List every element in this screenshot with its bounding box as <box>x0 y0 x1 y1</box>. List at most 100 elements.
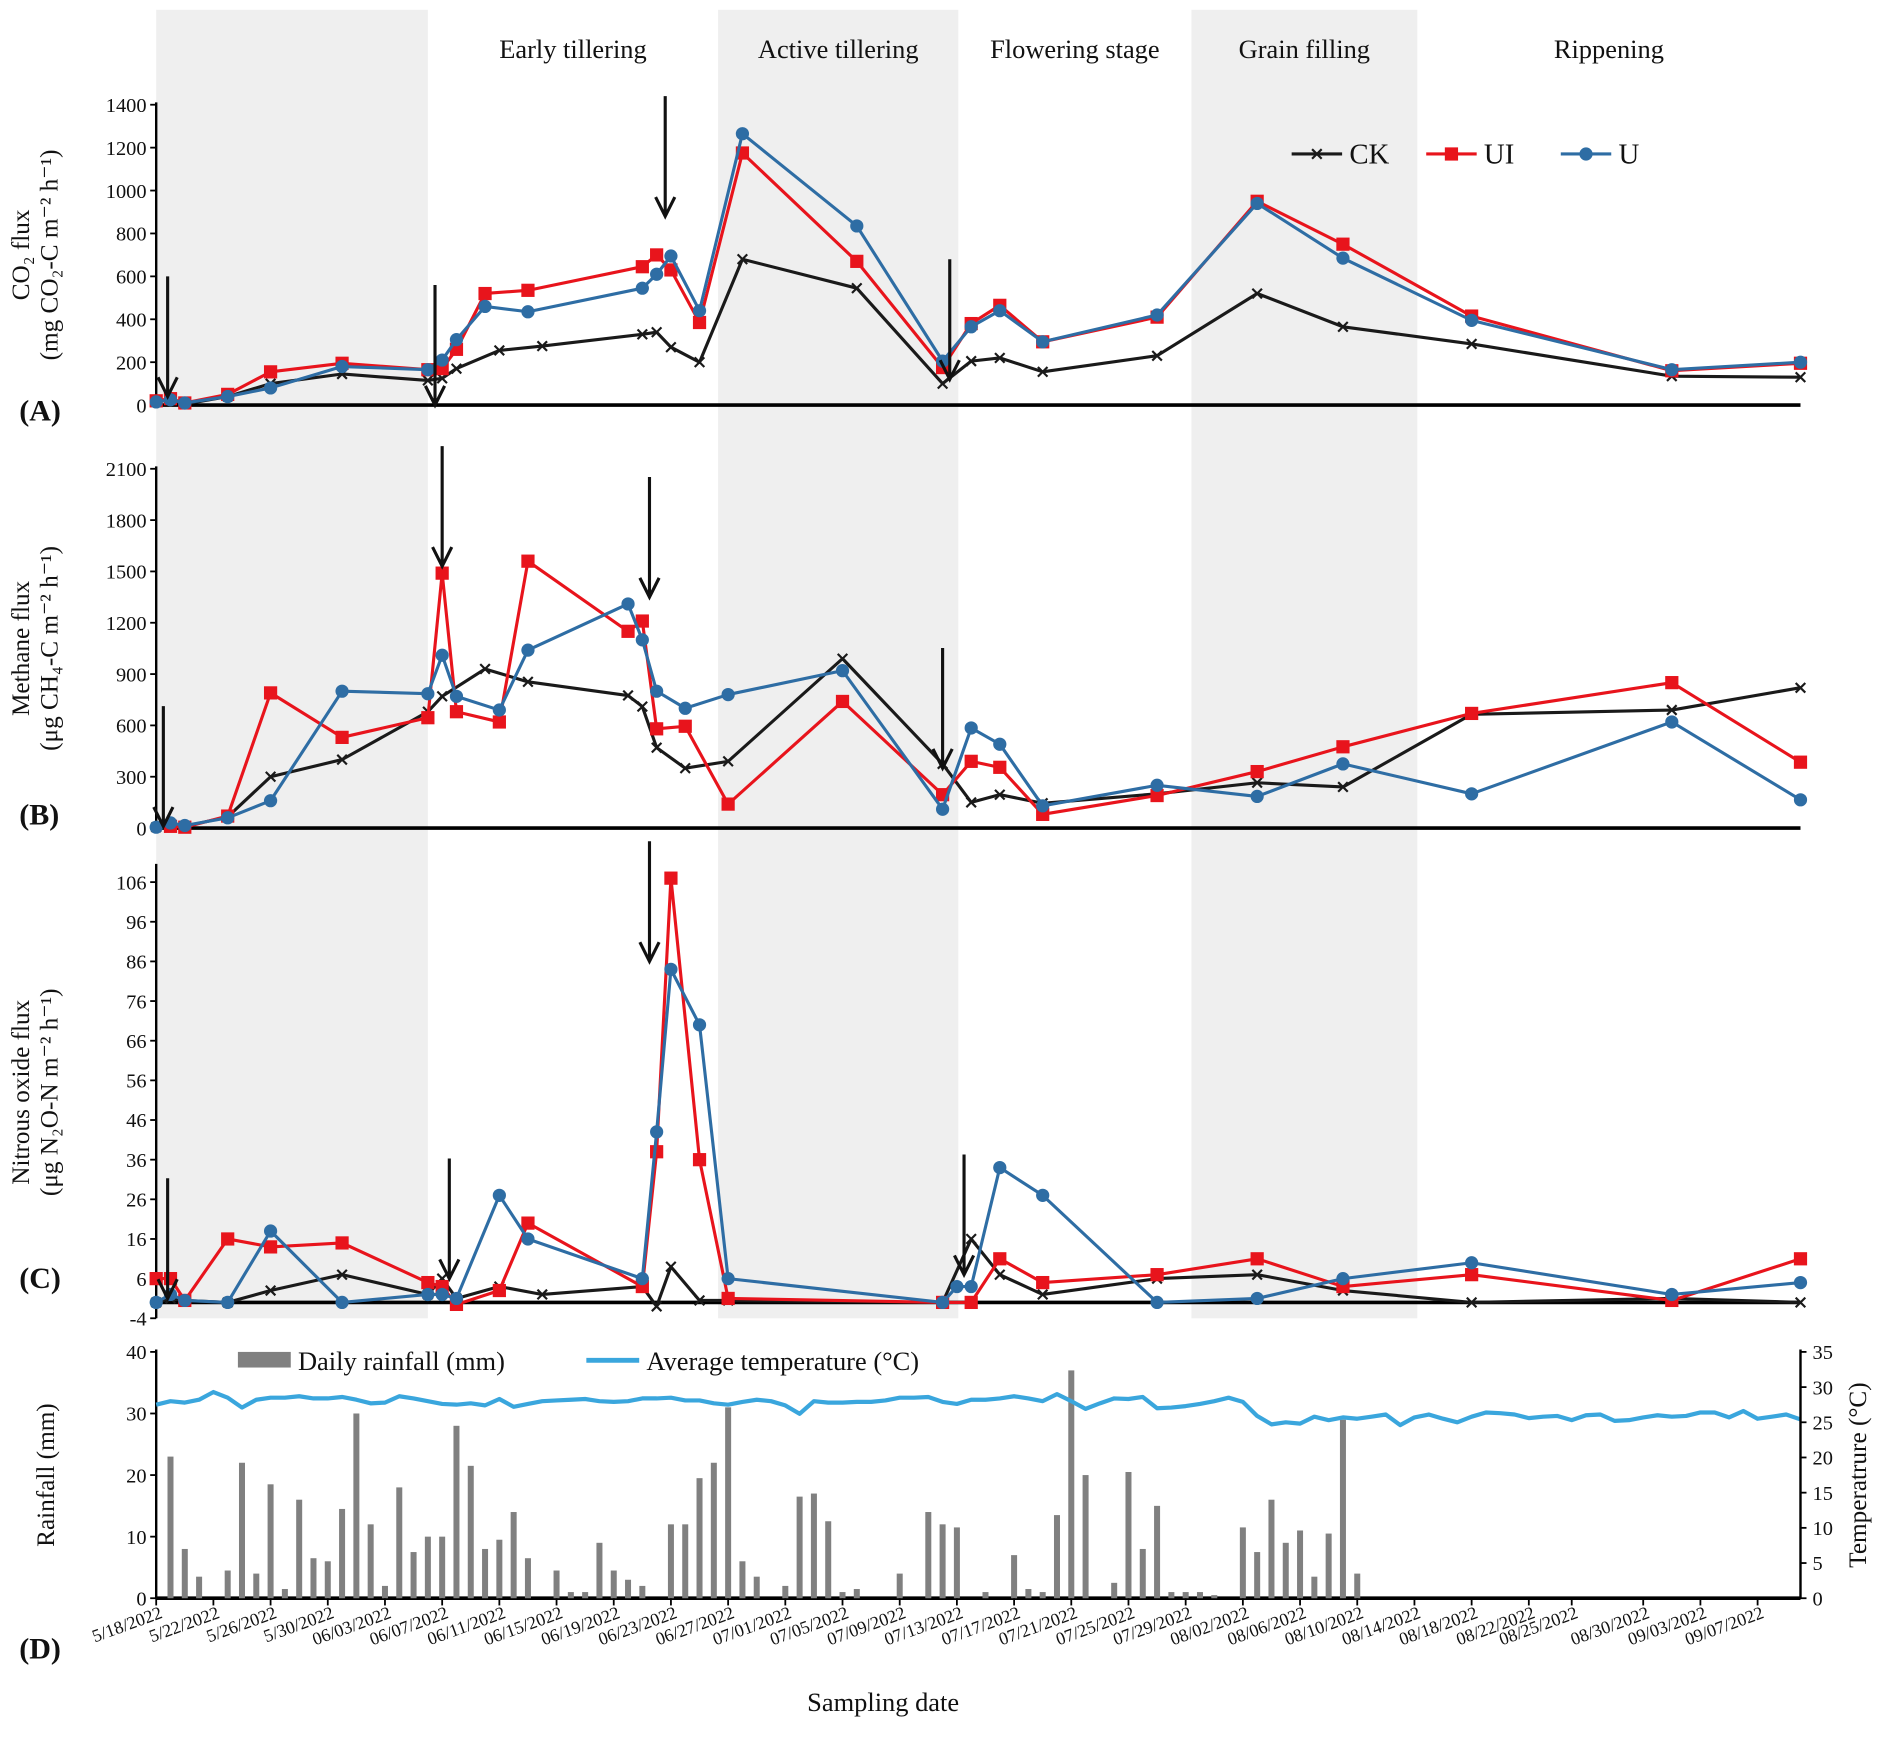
marker <box>1150 1295 1164 1310</box>
marker <box>1037 366 1049 378</box>
marker <box>421 1287 435 1302</box>
marker <box>964 320 978 334</box>
marker <box>1665 1287 1679 1302</box>
marker <box>665 341 677 353</box>
bar <box>353 1413 360 1599</box>
marker <box>1444 147 1459 161</box>
y-tick-label: 600 <box>116 716 147 738</box>
marker <box>435 566 449 580</box>
marker <box>1793 355 1808 369</box>
marker <box>521 305 535 319</box>
marker <box>1336 237 1350 251</box>
y2-tick-label: 0 <box>1813 1588 1823 1610</box>
marker <box>636 328 648 340</box>
bar <box>567 1592 574 1599</box>
bar <box>482 1548 489 1599</box>
y-tick-label: 30 <box>126 1404 146 1426</box>
y-tick-label: 0 <box>136 395 146 417</box>
marker <box>1251 777 1263 789</box>
y-tick-label: 400 <box>116 309 147 331</box>
bar <box>853 1588 860 1599</box>
marker <box>263 365 278 379</box>
marker <box>1465 787 1479 801</box>
bar <box>410 1552 417 1599</box>
marker <box>1465 706 1479 721</box>
bar <box>710 1462 717 1599</box>
marker <box>478 286 492 301</box>
bar <box>167 1456 174 1599</box>
marker <box>1150 788 1164 803</box>
series-line <box>170 559 1802 829</box>
y2-tick-label: 10 <box>1813 1518 1833 1540</box>
marker <box>1336 251 1350 265</box>
marker <box>664 263 678 277</box>
marker <box>635 281 649 295</box>
temperature-line <box>155 1389 1802 1428</box>
marker <box>965 1233 977 1245</box>
y-axis-title: Rainfall (mm) <box>33 1403 60 1547</box>
y-tick-label: 36 <box>126 1150 146 1172</box>
marker <box>850 219 864 233</box>
marker <box>1036 335 1050 349</box>
marker <box>1250 196 1264 211</box>
y-axis-title: Nitrous oxide flux <box>8 999 35 1184</box>
marker <box>994 789 1006 801</box>
bar <box>1325 1533 1332 1599</box>
bar <box>339 1508 346 1599</box>
marker <box>964 754 978 768</box>
bar <box>1297 1530 1304 1599</box>
stage-bands <box>156 9 1418 1319</box>
marker <box>994 1269 1006 1281</box>
marker <box>149 395 163 409</box>
marker <box>1036 1275 1050 1290</box>
marker <box>522 676 534 688</box>
marker <box>178 1293 192 1308</box>
bar <box>782 1585 789 1599</box>
fertilization-arrow <box>931 648 954 772</box>
marker <box>651 326 663 338</box>
bar <box>267 1484 274 1599</box>
y-tick-label: 0 <box>136 1588 146 1610</box>
marker <box>650 684 664 698</box>
bar <box>1039 1592 1046 1599</box>
fertilization-arrow <box>438 1158 461 1283</box>
y-tick-label: 6 <box>136 1269 146 1291</box>
marker <box>478 299 492 314</box>
marker <box>692 1018 707 1032</box>
marker <box>263 1240 278 1254</box>
marker <box>1666 704 1678 716</box>
bar <box>582 1592 589 1599</box>
bar <box>181 1548 188 1599</box>
marker <box>1037 1288 1049 1301</box>
bar <box>1139 1548 1146 1599</box>
marker <box>265 771 277 783</box>
marker <box>665 1261 677 1273</box>
marker <box>836 653 849 665</box>
marker <box>263 794 278 808</box>
y-tick-label: 300 <box>116 767 147 789</box>
marker <box>635 1272 649 1286</box>
bar <box>1196 1592 1203 1599</box>
y2-tick-label: 20 <box>1813 1448 1833 1470</box>
y-tick-label: 200 <box>116 352 147 374</box>
y2-axis-title: Temperatrure (°C) <box>1845 1382 1872 1567</box>
bar <box>496 1539 503 1599</box>
marker <box>692 315 707 330</box>
marker <box>335 1295 349 1310</box>
marker <box>650 1125 664 1139</box>
marker <box>678 719 692 733</box>
bar <box>253 1573 260 1599</box>
y2-tick-label: 25 <box>1813 1412 1833 1434</box>
marker <box>635 614 649 628</box>
bar <box>639 1585 646 1599</box>
marker <box>993 760 1007 774</box>
bar <box>296 1499 303 1599</box>
marker <box>650 248 664 262</box>
panel-label: (D) <box>19 1632 61 1665</box>
marker <box>1336 757 1350 771</box>
marker <box>622 689 634 702</box>
marker <box>1150 1268 1164 1282</box>
marker <box>265 1284 277 1297</box>
marker <box>421 363 435 377</box>
marker <box>937 378 949 390</box>
